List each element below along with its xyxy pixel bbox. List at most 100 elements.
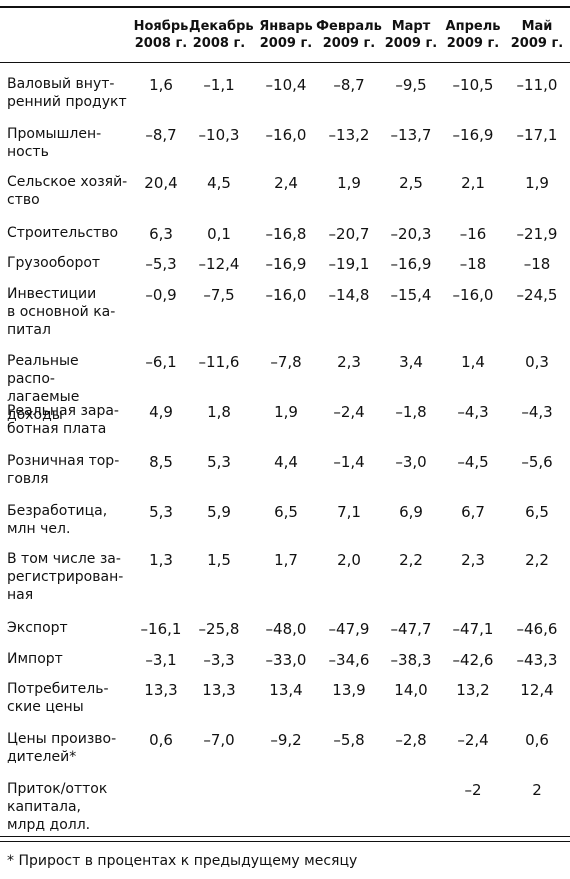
table-cell: –16,8: [265, 225, 307, 243]
table-cell: 6,5: [274, 503, 298, 521]
table-cell: 13,4: [269, 681, 303, 699]
table-cell: –10,5: [452, 76, 494, 94]
table-cell: –2,4: [333, 403, 365, 421]
table-cell: –0,9: [145, 286, 177, 304]
table-cell: –16,9: [452, 126, 494, 144]
table-cell: –9,5: [395, 76, 427, 94]
table-cell: –14,8: [328, 286, 370, 304]
table-cell: –16,1: [140, 620, 182, 638]
table-cell: –7,0: [203, 731, 235, 749]
column-header: Апрель 2009 г.: [445, 19, 501, 51]
table-cell: –33,0: [265, 651, 307, 669]
table-cell: –16: [459, 225, 487, 243]
table-cell: –6,1: [145, 353, 177, 371]
table-cell: –20,3: [390, 225, 432, 243]
table-cell: –16,9: [265, 255, 307, 273]
table-cell: 6,3: [149, 225, 173, 243]
table-cell: –47,9: [328, 620, 370, 638]
table-cell: 5,3: [149, 503, 173, 521]
table-cell: 2: [532, 781, 542, 799]
table-cell: –7,8: [270, 353, 302, 371]
column-header: Декабрь 2008 г.: [189, 19, 254, 51]
table-cell: –42,6: [452, 651, 494, 669]
table-cell: 13,9: [332, 681, 366, 699]
table-cell: –47,7: [390, 620, 432, 638]
table-cell: –5,6: [521, 453, 553, 471]
table-cell: –20,7: [328, 225, 370, 243]
table-cell: –3,0: [395, 453, 427, 471]
table-cell: –47,1: [452, 620, 494, 638]
row-label: Инвестиции в основной ка- питал: [7, 286, 116, 338]
table-cell: 1,9: [525, 174, 549, 192]
table-cell: 2,0: [337, 551, 361, 569]
table-cell: 2,2: [525, 551, 549, 569]
table-cell: 6,5: [525, 503, 549, 521]
row-label: Приток/отток капитала, млрд долл.: [7, 781, 108, 833]
table-cell: –11,6: [198, 353, 240, 371]
table-cell: –13,2: [328, 126, 370, 144]
row-label: Сельское хозяй- ство: [7, 174, 128, 208]
table-cell: –10,4: [265, 76, 307, 94]
table-cell: –16,0: [452, 286, 494, 304]
table-cell: 0,3: [525, 353, 549, 371]
column-header: Январь 2009 г.: [259, 19, 313, 51]
row-label: В том числе за- регистрирован- ная: [7, 551, 124, 603]
table-cell: –2,8: [395, 731, 427, 749]
table-cell: –9,2: [270, 731, 302, 749]
table-cell: 13,3: [144, 681, 178, 699]
row-label: Реальные распо- лагаемые доходы: [7, 353, 80, 423]
table-cell: –18: [523, 255, 551, 273]
row-label: Грузооборот: [7, 255, 101, 271]
table-cell: 3,4: [399, 353, 423, 371]
table-cell: 1,5: [207, 551, 231, 569]
table-cell: 6,9: [399, 503, 423, 521]
top-rule: [0, 0, 570, 8]
table-cell: –12,4: [198, 255, 240, 273]
table-cell: 1,3: [149, 551, 173, 569]
header-rule: [0, 62, 570, 63]
table-cell: 12,4: [520, 681, 554, 699]
table-cell: –8,7: [333, 76, 365, 94]
table-cell: –3,3: [203, 651, 235, 669]
table-cell: –1,4: [333, 453, 365, 471]
table-cell: 1,7: [274, 551, 298, 569]
table-cell: –15,4: [390, 286, 432, 304]
table-cell: –38,3: [390, 651, 432, 669]
table-cell: 20,4: [144, 174, 178, 192]
table-cell: 4,4: [274, 453, 298, 471]
table-cell: –16,0: [265, 126, 307, 144]
table-cell: –11,0: [516, 76, 558, 94]
footnote: * Прирост в процентах к предыдущему меся…: [7, 853, 358, 869]
table-cell: 6,7: [461, 503, 485, 521]
row-label: Промышлен- ность: [7, 126, 102, 160]
table-cell: –25,8: [198, 620, 240, 638]
row-label: Розничная тор- говля: [7, 453, 120, 487]
table-cell: –4,5: [457, 453, 489, 471]
row-label: Валовый внут- ренний продукт: [7, 76, 127, 110]
table-cell: –5,3: [145, 255, 177, 273]
column-header: Май 2009 г.: [510, 19, 564, 51]
table-cell: 1,4: [461, 353, 485, 371]
row-label: Импорт: [7, 651, 63, 667]
table-cell: –24,5: [516, 286, 558, 304]
table-cell: 7,1: [337, 503, 361, 521]
table-cell: –5,8: [333, 731, 365, 749]
table-cell: 0,6: [525, 731, 549, 749]
table-cell: –4,3: [521, 403, 553, 421]
table-cell: 4,5: [207, 174, 231, 192]
table-cell: –17,1: [516, 126, 558, 144]
table-cell: –16,9: [390, 255, 432, 273]
row-label: Реальная зара- ботная плата: [7, 403, 119, 437]
table-cell: –48,0: [265, 620, 307, 638]
table-cell: –3,1: [145, 651, 177, 669]
table-cell: –16,0: [265, 286, 307, 304]
table-cell: 1,8: [207, 403, 231, 421]
column-header: Март 2009 г.: [384, 19, 438, 51]
table-cell: 2,1: [461, 174, 485, 192]
table-cell: –34,6: [328, 651, 370, 669]
row-label: Экспорт: [7, 620, 68, 636]
table-cell: –21,9: [516, 225, 558, 243]
table-cell: 5,3: [207, 453, 231, 471]
table-cell: –2,4: [457, 731, 489, 749]
